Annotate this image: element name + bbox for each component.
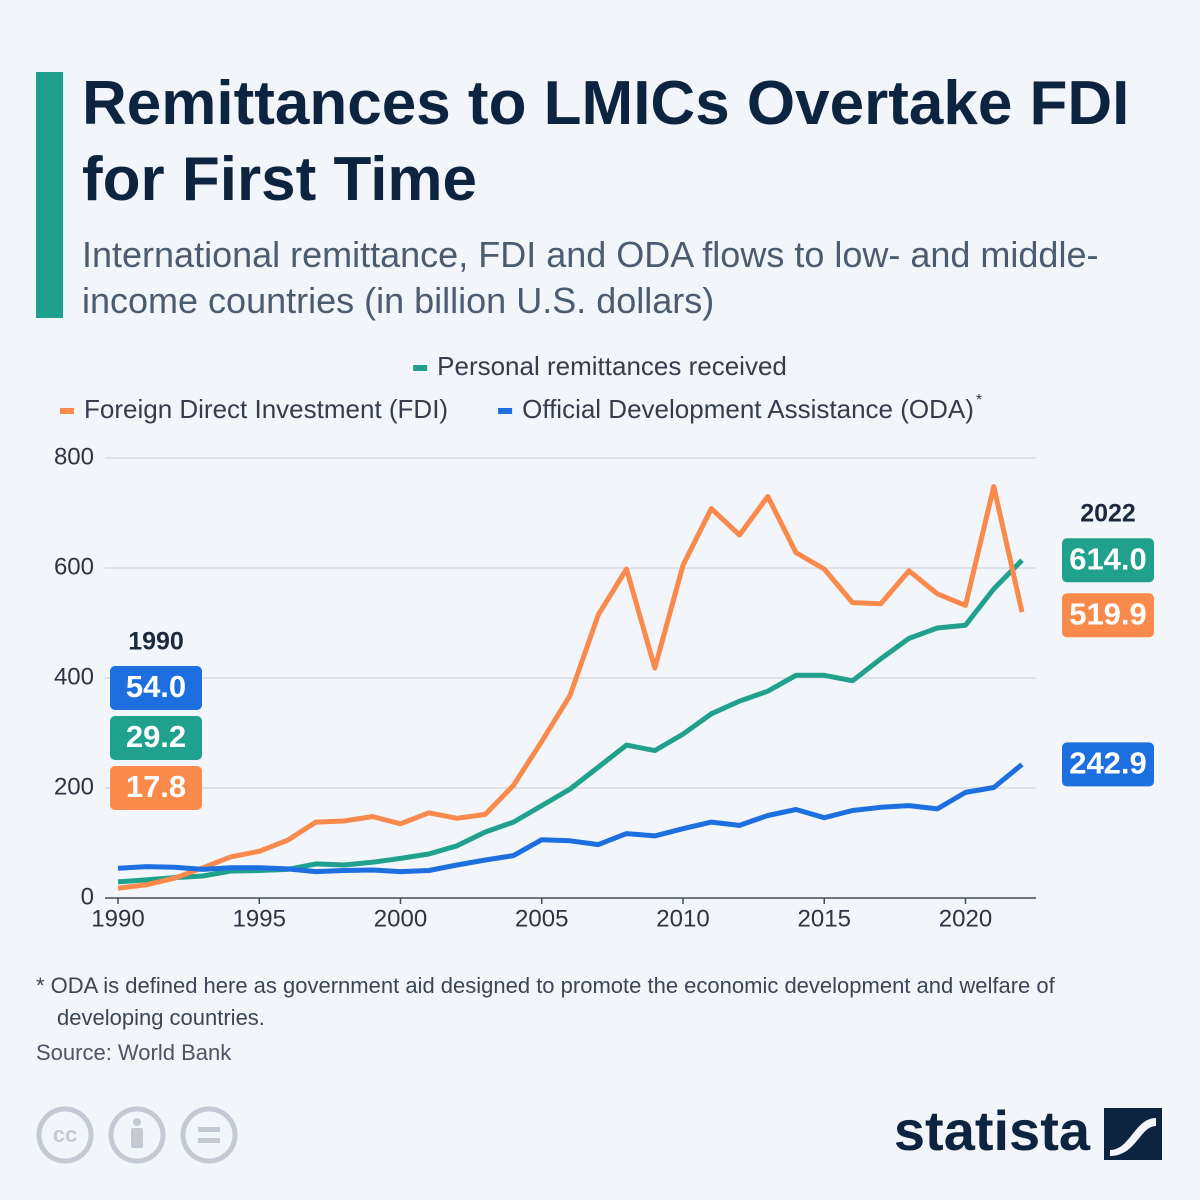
x-tick-label: 1990 bbox=[91, 905, 144, 932]
legend-label: Personal remittances received bbox=[437, 351, 787, 381]
series-line bbox=[117, 484, 1025, 891]
nd-icon bbox=[180, 1106, 238, 1164]
series-line bbox=[117, 762, 1024, 875]
by-icon-head bbox=[133, 1118, 141, 1126]
x-tick-label: 2020 bbox=[939, 905, 992, 932]
value-label-text: 614.0 bbox=[1069, 541, 1147, 576]
y-tick-label: 200 bbox=[54, 773, 94, 800]
x-tick-label: 2010 bbox=[656, 905, 709, 932]
value-label: 614.0 bbox=[1062, 538, 1154, 583]
y-tick-label: 400 bbox=[54, 663, 94, 690]
x-tick-label: 1995 bbox=[233, 905, 286, 932]
cc-icon-text: cc bbox=[53, 1122, 77, 1147]
value-label-box bbox=[110, 716, 202, 760]
value-label-box bbox=[110, 766, 202, 810]
legend-label: Foreign Direct Investment (FDI) bbox=[84, 394, 448, 424]
value-label-text: 519.9 bbox=[1069, 596, 1147, 631]
start-year-label: 1990 bbox=[128, 628, 184, 656]
value-label-text: 29.2 bbox=[126, 719, 186, 754]
value-label-box bbox=[1062, 538, 1154, 583]
value-label-text: 242.9 bbox=[1069, 746, 1147, 781]
value-label: 519.9 bbox=[1062, 593, 1154, 638]
y-tick-label: 0 bbox=[81, 883, 94, 910]
brand-logo: statista bbox=[894, 1099, 1091, 1162]
by-icon-body bbox=[131, 1128, 143, 1148]
license-icons: cc bbox=[36, 1106, 238, 1164]
legend-label: Official Development Assistance (ODA) bbox=[522, 394, 974, 424]
by-icon bbox=[108, 1106, 166, 1164]
value-label: 17.8 bbox=[110, 766, 202, 810]
x-tick-label: 2005 bbox=[515, 905, 568, 932]
series-line bbox=[117, 558, 1024, 885]
brand-mark bbox=[1104, 1108, 1162, 1160]
x-tick-label: 2000 bbox=[374, 905, 427, 932]
cc-icon bbox=[36, 1106, 94, 1164]
value-label: 29.2 bbox=[110, 716, 202, 760]
brand-mark-wave bbox=[1110, 1118, 1156, 1156]
value-label-box bbox=[1062, 593, 1154, 638]
footnote: * ODA is defined here as government aid … bbox=[36, 973, 1055, 1030]
nd-icon-bar bbox=[198, 1127, 220, 1132]
chart-subtitle: International remittance, FDI and ODA fl… bbox=[82, 234, 1099, 321]
value-label-box bbox=[110, 666, 202, 710]
source: Source: World Bank bbox=[36, 1040, 232, 1065]
accent-bar bbox=[36, 72, 63, 318]
end-year-label: 2022 bbox=[1080, 500, 1136, 528]
x-tick-label: 2015 bbox=[798, 905, 851, 932]
value-label: 54.0 bbox=[110, 666, 202, 710]
value-label: 242.9 bbox=[1062, 742, 1154, 787]
nd-icon-bar bbox=[198, 1138, 220, 1143]
chart-title: Remittances to LMICs Overtake FDI for Fi… bbox=[82, 69, 1130, 214]
value-label-box bbox=[1062, 742, 1154, 787]
value-label-text: 17.8 bbox=[126, 769, 186, 804]
value-label-text: 54.0 bbox=[126, 669, 186, 704]
y-tick-label: 600 bbox=[54, 553, 94, 580]
legend-footnote-marker: * bbox=[976, 392, 982, 409]
y-tick-label: 800 bbox=[54, 443, 94, 470]
